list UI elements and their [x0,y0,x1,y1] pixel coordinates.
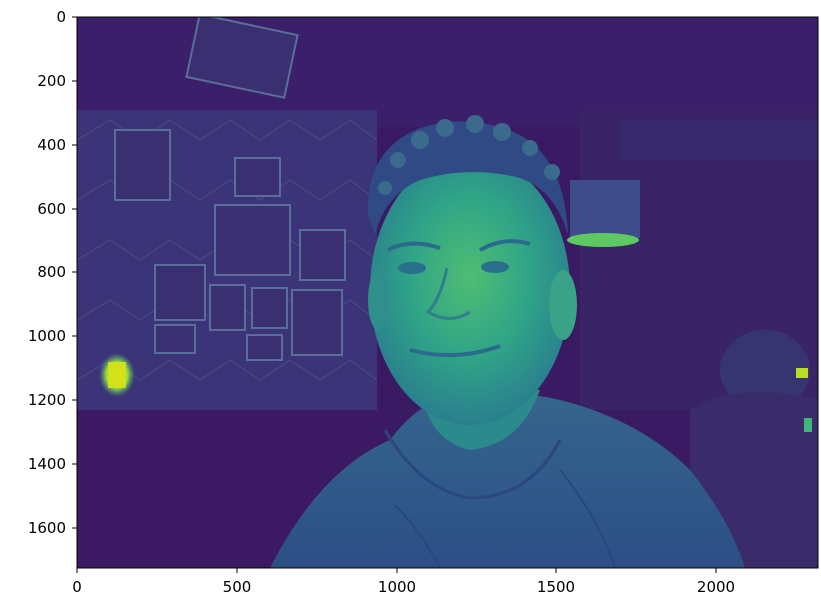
y-axis: 0 200 400 600 800 1000 1200 1400 1600 [28,8,77,537]
y-tick-label: 1400 [28,455,66,473]
y-tick-label: 0 [56,8,66,26]
y-tick-label: 400 [37,136,66,154]
y-tick-label: 200 [37,72,66,90]
x-axis: 0 500 1000 1500 2000 [72,568,735,596]
y-tick-label: 800 [37,263,66,281]
y-tick-label: 1600 [28,519,66,537]
x-tick-label: 1500 [537,578,575,596]
x-tick-label: 2000 [697,578,735,596]
x-tick-label: 500 [223,578,252,596]
heatmap-image [77,17,818,568]
y-tick-label: 600 [37,200,66,218]
x-tick-label: 0 [72,578,82,596]
y-tick-label: 1000 [28,327,66,345]
x-tick-label: 1000 [378,578,416,596]
y-tick-label: 1200 [28,391,66,409]
axes-frame [76,16,819,569]
